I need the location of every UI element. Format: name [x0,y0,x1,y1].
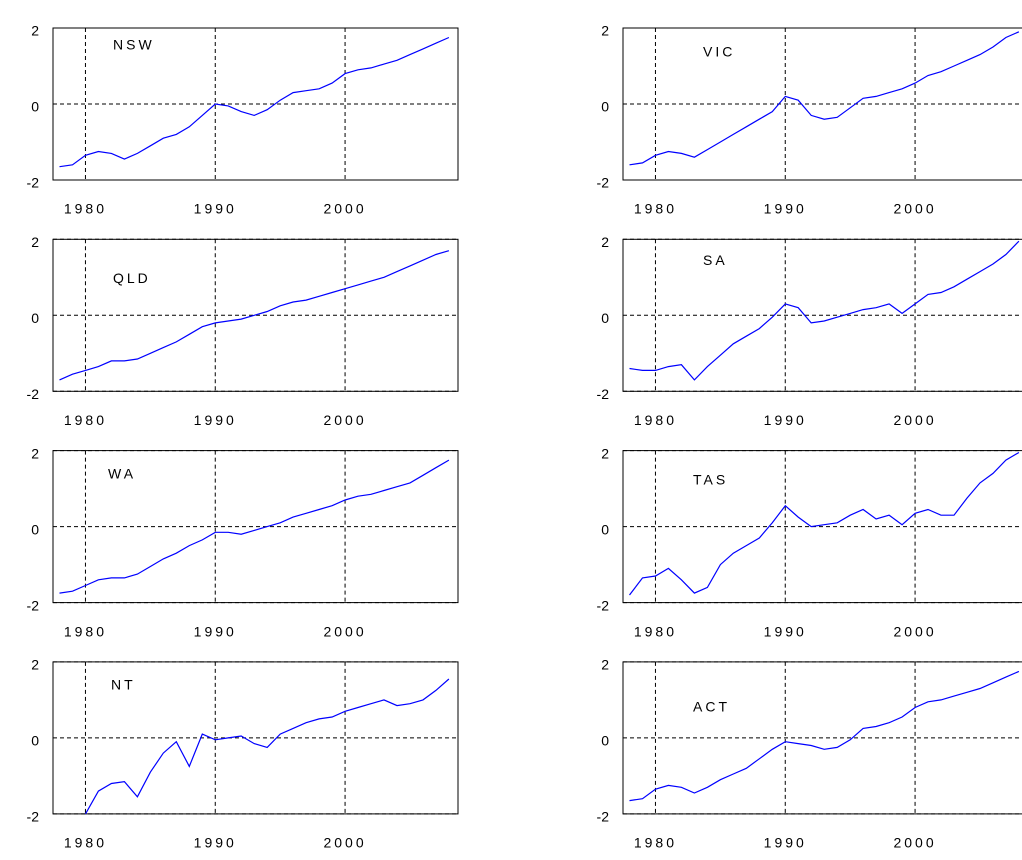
panel-title: NSW [113,37,155,53]
y-tick-label: 0 [31,521,39,537]
x-tick-label: 2000 [323,201,366,217]
plot-frame [52,27,459,181]
series-line [59,459,450,594]
x-tick-label: 1990 [764,412,807,428]
y-tick-label: -2 [597,597,610,613]
y-tick-label: 0 [601,733,609,749]
plot-frame [622,27,1022,181]
y-tick-label: 2 [601,23,609,39]
y-tick-label: 2 [601,234,609,250]
x-tick-label: 1980 [64,623,107,639]
y-tick-label: -2 [597,386,610,402]
panel-title: SA [703,252,728,268]
plot-frame [52,238,459,392]
series-line [629,31,1020,166]
y-tick-label: -2 [27,597,40,613]
x-tick-label: 1990 [764,623,807,639]
y-tick-label: 0 [601,521,609,537]
x-tick-label: 1990 [194,623,237,639]
x-tick-label: 1990 [194,201,237,217]
series-line [629,240,1020,381]
x-tick-label: 2000 [893,201,936,217]
panel-title: TAS [693,471,728,487]
plot-frame [622,450,1022,604]
x-tick-label: 2000 [893,623,936,639]
y-tick-label: 0 [31,733,39,749]
x-tick-label: 1990 [764,835,807,851]
y-tick-label: -2 [27,809,40,825]
panel-title: WA [108,465,136,481]
x-tick-label: 2000 [893,835,936,851]
plot-frame [52,450,459,604]
y-tick-label: 0 [601,310,609,326]
series-line [629,670,1020,802]
series-line [629,451,1020,596]
panel-title: ACT [693,699,730,715]
panel-title: VIC [703,44,735,60]
y-tick-label: 2 [31,23,39,39]
y-tick-label: 2 [601,445,609,461]
y-tick-label: 2 [601,657,609,673]
x-tick-label: 2000 [323,835,366,851]
x-tick-label: 2000 [323,412,366,428]
plot-frame [622,238,1022,392]
x-tick-label: 1980 [64,412,107,428]
x-tick-label: 1980 [64,201,107,217]
x-tick-label: 1990 [194,835,237,851]
panel-title: NT [111,677,136,693]
x-tick-label: 1990 [764,201,807,217]
series-line [84,678,450,815]
plot-frame [52,661,459,815]
x-tick-label: 1980 [64,835,107,851]
x-tick-label: 1980 [634,835,677,851]
y-tick-label: 2 [31,445,39,461]
y-tick-label: -2 [597,809,610,825]
y-tick-label: 2 [31,657,39,673]
y-tick-label: 2 [31,234,39,250]
x-tick-label: 1990 [194,412,237,428]
plot-frame [622,661,1022,815]
panel-title: QLD [113,270,151,286]
y-tick-label: -2 [597,175,610,191]
series-line [59,36,450,168]
y-tick-label: 0 [601,99,609,115]
series-line [59,250,450,381]
x-tick-label: 1980 [634,623,677,639]
x-tick-label: 2000 [893,412,936,428]
y-tick-label: 0 [31,99,39,115]
x-tick-label: 1980 [634,201,677,217]
y-tick-label: -2 [27,386,40,402]
x-tick-label: 1980 [634,412,677,428]
y-tick-label: -2 [27,175,40,191]
y-tick-label: 0 [31,310,39,326]
x-tick-label: 2000 [323,623,366,639]
